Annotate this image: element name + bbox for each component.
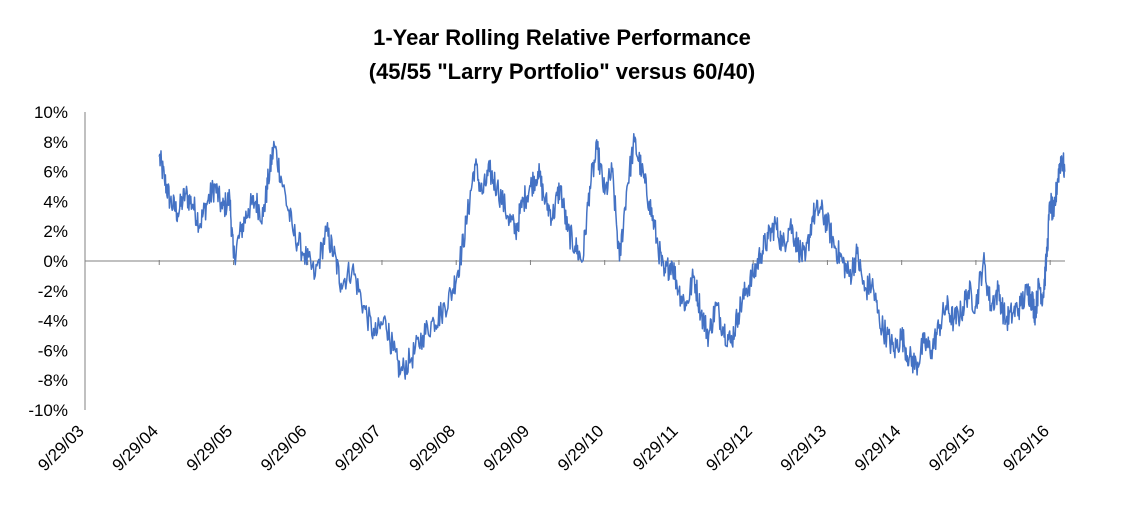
y-tick-label: 8% — [43, 133, 68, 152]
x-tick-label: 9/29/07 — [331, 421, 385, 475]
x-tick-label: 9/29/04 — [109, 421, 163, 475]
x-tick-label: 9/29/14 — [851, 421, 905, 475]
x-tick-label: 9/29/05 — [183, 421, 237, 475]
y-tick-label: 0% — [43, 252, 68, 271]
y-tick-label: -10% — [28, 401, 68, 420]
x-tick-label: 9/29/09 — [480, 421, 534, 475]
x-tick-label: 9/29/06 — [257, 421, 311, 475]
chart-subtitle: (45/55 "Larry Portfolio" versus 60/40) — [369, 59, 755, 84]
y-tick-label: -6% — [38, 341, 68, 360]
y-tick-label: -8% — [38, 371, 68, 390]
x-tick-label: 9/29/03 — [34, 421, 88, 475]
x-tick-label: 9/29/15 — [925, 421, 979, 475]
x-tick-label: 9/29/11 — [629, 421, 682, 474]
x-tick-label: 9/29/12 — [702, 421, 756, 475]
series-line — [158, 133, 1066, 380]
y-tick-label: 6% — [43, 163, 68, 182]
series-layer — [158, 133, 1066, 380]
y-tick-label: 4% — [43, 192, 68, 211]
x-tick-label: 9/29/13 — [777, 421, 831, 475]
chart-title: 1-Year Rolling Relative Performance — [373, 25, 751, 50]
y-tick-label: 2% — [43, 222, 68, 241]
x-tick-label: 9/29/08 — [405, 421, 459, 475]
y-tick-label: -2% — [38, 282, 68, 301]
y-tick-label: -4% — [38, 312, 68, 331]
x-axis: 9/29/03 9/29/04 9/29/05 9/29/06 9/29/07 9/29/… — [34, 260, 1065, 475]
x-tick-label: 9/29/10 — [554, 421, 608, 475]
y-tick-label: 10% — [34, 103, 68, 122]
y-axis: 10% 8% 6% 4% 2% 0% -2% -4% -6% -8% -10% — [28, 103, 86, 420]
x-tick-label: 9/29/16 — [999, 421, 1053, 475]
